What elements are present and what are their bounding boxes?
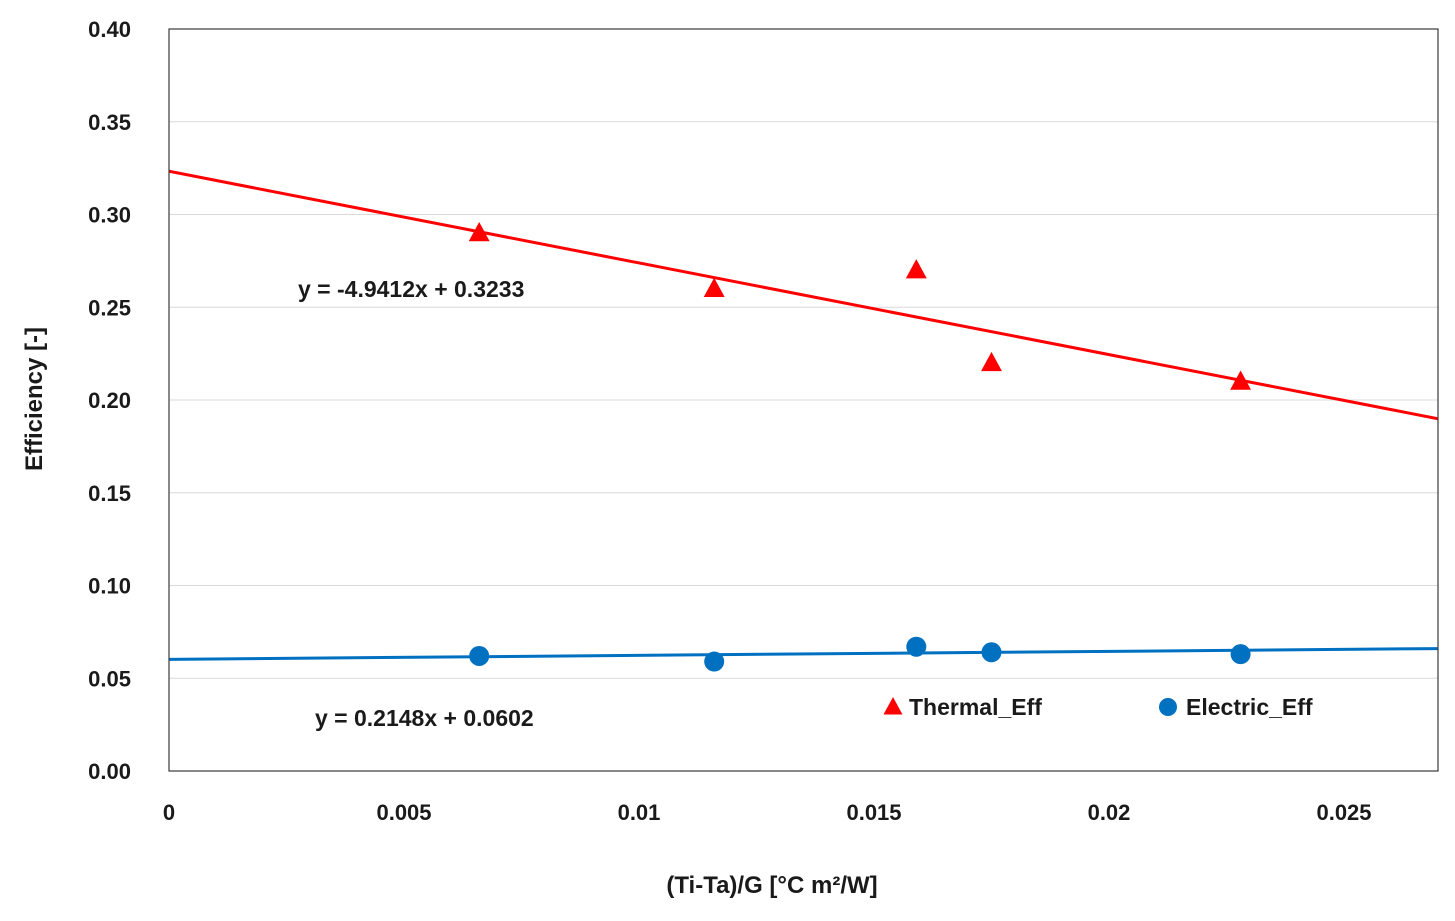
- y-tick-label: 0.15: [88, 481, 131, 506]
- y-tick-label: 0.40: [88, 17, 131, 42]
- x-tick-label: 0.02: [1088, 800, 1131, 825]
- data-point-thermal: [905, 259, 927, 279]
- data-point-electric: [906, 636, 927, 657]
- data-point-thermal: [703, 277, 725, 297]
- y-tick-label: 0.35: [88, 110, 131, 135]
- x-tick-label: 0.015: [846, 800, 901, 825]
- data-point-electric: [704, 651, 725, 672]
- data-point-thermal: [1230, 370, 1252, 390]
- data-point-thermal: [981, 351, 1002, 372]
- y-tick-label: 0.10: [88, 574, 131, 599]
- y-tick-label: 0.05: [88, 666, 131, 691]
- x-tick-label: 0.025: [1316, 800, 1371, 825]
- y-tick-label: 0.00: [88, 759, 131, 784]
- legend: Thermal_Eff Electric_Eff: [883, 694, 1313, 720]
- legend-label-electric: Electric_Eff: [1186, 694, 1313, 720]
- x-tick-label: 0.01: [618, 800, 661, 825]
- y-tick-label: 0.20: [88, 388, 131, 413]
- data-point-electric: [1230, 644, 1251, 665]
- legend-item-thermal: Thermal_Eff: [883, 694, 1042, 720]
- x-axis-title: (Ti-Ta)/G [°C m²/W]: [666, 872, 877, 899]
- electric-trendline-equation: y = 0.2148x + 0.0602: [315, 705, 534, 731]
- y-axis-ticks: 0.00 0.05 0.10 0.15 0.20 0.25 0.30 0.35 0.40: [88, 17, 131, 784]
- y-tick-label: 0.30: [88, 203, 131, 228]
- legend-item-electric: Electric_Eff: [1159, 694, 1313, 720]
- gridlines: [169, 121, 1438, 679]
- legend-circle-icon: [1159, 698, 1177, 716]
- y-tick-label: 0.25: [88, 295, 131, 320]
- thermal-trendline-equation: y = -4.9412x + 0.3233: [298, 276, 524, 302]
- data-point-electric: [981, 642, 1002, 663]
- x-axis-ticks: 0 0.005 0.01 0.015 0.02 0.025: [163, 800, 1372, 825]
- trendline-thermal: [169, 169, 1438, 421]
- data-point-electric: [469, 645, 490, 666]
- y-axis-title: Efficiency [-]: [21, 327, 48, 471]
- trendline-electric: [169, 647, 1438, 661]
- legend-triangle-icon: [883, 697, 903, 715]
- data-point-thermal: [468, 222, 490, 242]
- legend-label-thermal: Thermal_Eff: [909, 694, 1042, 720]
- trendlines: [169, 169, 1438, 661]
- plot-area-border: [168, 28, 1439, 772]
- data-points: [468, 222, 1252, 672]
- x-tick-label: 0: [163, 800, 175, 825]
- x-tick-label: 0.005: [376, 800, 431, 825]
